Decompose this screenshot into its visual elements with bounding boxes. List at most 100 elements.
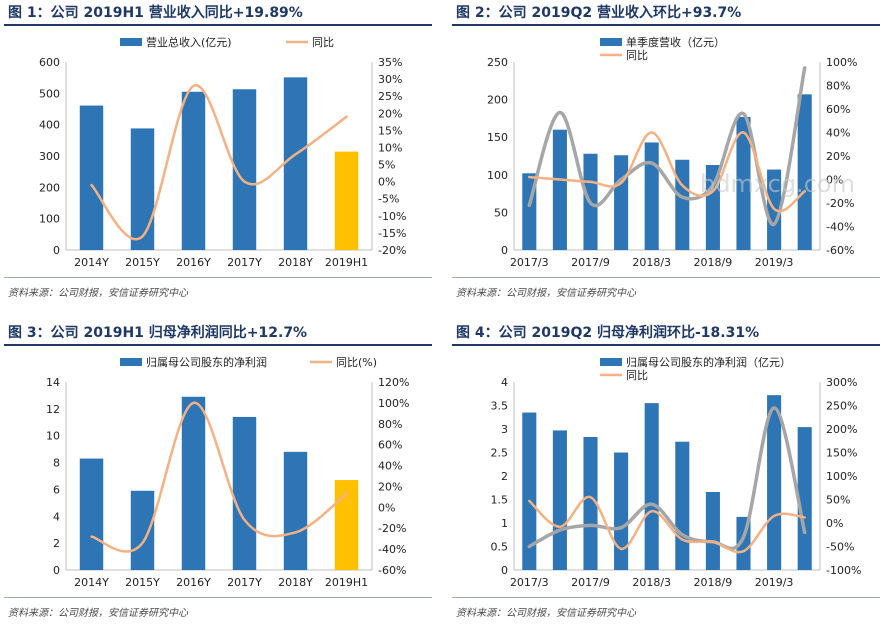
- y-tick-label: 1: [501, 517, 508, 530]
- y2-tick-label: 60%: [826, 103, 850, 116]
- y2-tick-label: 50%: [826, 494, 850, 507]
- y-tick-label: 3: [501, 423, 508, 436]
- y2-tick-label: -40%: [378, 543, 406, 556]
- legend-swatch: [600, 358, 622, 366]
- source-note: 资料来源：公司财报，安信证券研究中心: [8, 608, 188, 619]
- y2-tick-label: 0%: [378, 176, 395, 189]
- x-tick-label: 2017/9: [571, 256, 610, 269]
- y-tick-label: 500: [39, 87, 60, 100]
- legend-swatch: [120, 38, 142, 46]
- y2-tick-label: 80%: [378, 418, 402, 431]
- y2-tick-label: 20%: [826, 150, 850, 163]
- bar: [583, 436, 598, 570]
- y-tick-label: 0: [53, 244, 60, 257]
- bar: [675, 441, 690, 570]
- series-line: [528, 495, 806, 554]
- bar: [614, 155, 629, 250]
- y-tick-label: 12: [46, 403, 60, 416]
- series-line: [528, 131, 806, 213]
- y2-tick-label: 120%: [378, 376, 409, 389]
- y-tick-label: 600: [39, 56, 60, 69]
- bar: [552, 129, 567, 250]
- y2-tick-label: 5%: [378, 159, 395, 172]
- y-tick-label: 4: [53, 510, 60, 523]
- y-tick-label: 0: [501, 244, 508, 257]
- y2-tick-label: -20%: [378, 244, 406, 257]
- y2-tick-label: 35%: [378, 56, 402, 69]
- y2-tick-label: -40%: [826, 221, 854, 234]
- x-tick-label: 2018Y: [278, 256, 313, 269]
- bar: [283, 451, 308, 570]
- bar: [614, 452, 629, 570]
- y-tick-label: 10: [46, 430, 60, 443]
- revenue-quarterly-chart: 0 50 100 150 200 250 -60% -40% -20% 0% 20% 40% 60% 80…: [487, 35, 857, 269]
- y2-tick-label: 30%: [378, 73, 402, 86]
- y-tick-label: 2: [53, 537, 60, 550]
- series-line-secondary: [527, 66, 807, 226]
- y2-tick-label: 20%: [378, 107, 402, 120]
- title-rule: [4, 24, 432, 26]
- legend-swatch: [600, 38, 622, 46]
- bar: [232, 416, 257, 570]
- bar: [522, 412, 537, 570]
- y2-tick-label: 40%: [378, 460, 402, 473]
- x-tick-label: 2016Y: [176, 576, 211, 589]
- title-rule: [4, 344, 432, 346]
- y2-tick-label: 15%: [378, 124, 402, 137]
- panel-title: 图 2：公司 2019Q2 营业收入环比+93.7%: [456, 5, 742, 21]
- y-tick-label: 200: [39, 181, 60, 194]
- legend-label: 归属母公司股东的净利润（亿元）: [626, 355, 791, 369]
- legend-label: 同比: [312, 36, 334, 49]
- series-line-secondary: [527, 406, 807, 551]
- chart-panel-4: 图 4：公司 2019Q2 归母净利润环比-18.31% 0 0.5 1 1.5 2 2.…: [448, 320, 884, 638]
- source-rule: [4, 277, 432, 278]
- x-tick-label: 2014Y: [74, 256, 109, 269]
- source-rule: [452, 277, 880, 278]
- panel-title: 图 3：公司 2019H1 归母净利润同比+12.7%: [8, 325, 308, 341]
- y2-tick-label: -100%: [826, 564, 861, 577]
- x-tick-label: 2018/3: [632, 576, 671, 589]
- y2-tick-label: -60%: [826, 244, 854, 257]
- y2-tick-label: 100%: [826, 56, 857, 69]
- y-tick-label: 200: [487, 94, 508, 107]
- y2-tick-label: 0%: [826, 174, 843, 187]
- x-tick-label: 2019/3: [755, 576, 794, 589]
- x-tick-label: 2018/9: [694, 576, 733, 589]
- source-note: 资料来源：公司财报，安信证券研究中心: [456, 288, 636, 299]
- x-tick-label: 2014Y: [74, 576, 109, 589]
- y-tick-label: 300: [39, 150, 60, 163]
- bar: [644, 142, 659, 250]
- y-tick-label: 14: [46, 376, 60, 389]
- bar: [797, 94, 812, 250]
- panel-title: 图 4：公司 2019Q2 归母净利润环比-18.31%: [456, 325, 760, 341]
- x-tick-label: 2019/3: [755, 256, 794, 269]
- x-tick-label: 2016Y: [176, 256, 211, 269]
- y-tick-label: 50: [494, 206, 508, 219]
- y2-tick-label: -10%: [378, 210, 406, 223]
- y2-tick-label: 80%: [826, 80, 850, 93]
- y-tick-label: 2.5: [491, 447, 509, 460]
- y-tick-label: 400: [39, 119, 60, 132]
- y2-tick-label: 250%: [826, 400, 857, 413]
- y2-tick-label: -20%: [826, 197, 854, 210]
- y-tick-label: 3.5: [491, 400, 509, 413]
- bar: [552, 430, 567, 570]
- y-tick-label: 2: [501, 470, 508, 483]
- y2-tick-label: 100%: [378, 397, 409, 410]
- y2-tick-label: 20%: [378, 480, 402, 493]
- series-line: [90, 84, 348, 241]
- series-line: [90, 401, 348, 553]
- legend-label: 同比(%): [336, 356, 377, 369]
- x-tick-label: 2017/3: [510, 256, 549, 269]
- legend-label: 单季度营收（亿元）: [626, 35, 725, 49]
- x-tick-label: 2017Y: [227, 256, 262, 269]
- bar: [675, 159, 690, 250]
- y-tick-label: 250: [487, 56, 508, 69]
- y-tick-label: 0.5: [491, 541, 509, 554]
- bar: [334, 480, 359, 570]
- y2-tick-label: 200%: [826, 423, 857, 436]
- bar: [130, 490, 155, 570]
- y2-tick-label: 40%: [826, 127, 850, 140]
- y2-tick-label: -50%: [826, 541, 854, 554]
- source-rule: [452, 597, 880, 598]
